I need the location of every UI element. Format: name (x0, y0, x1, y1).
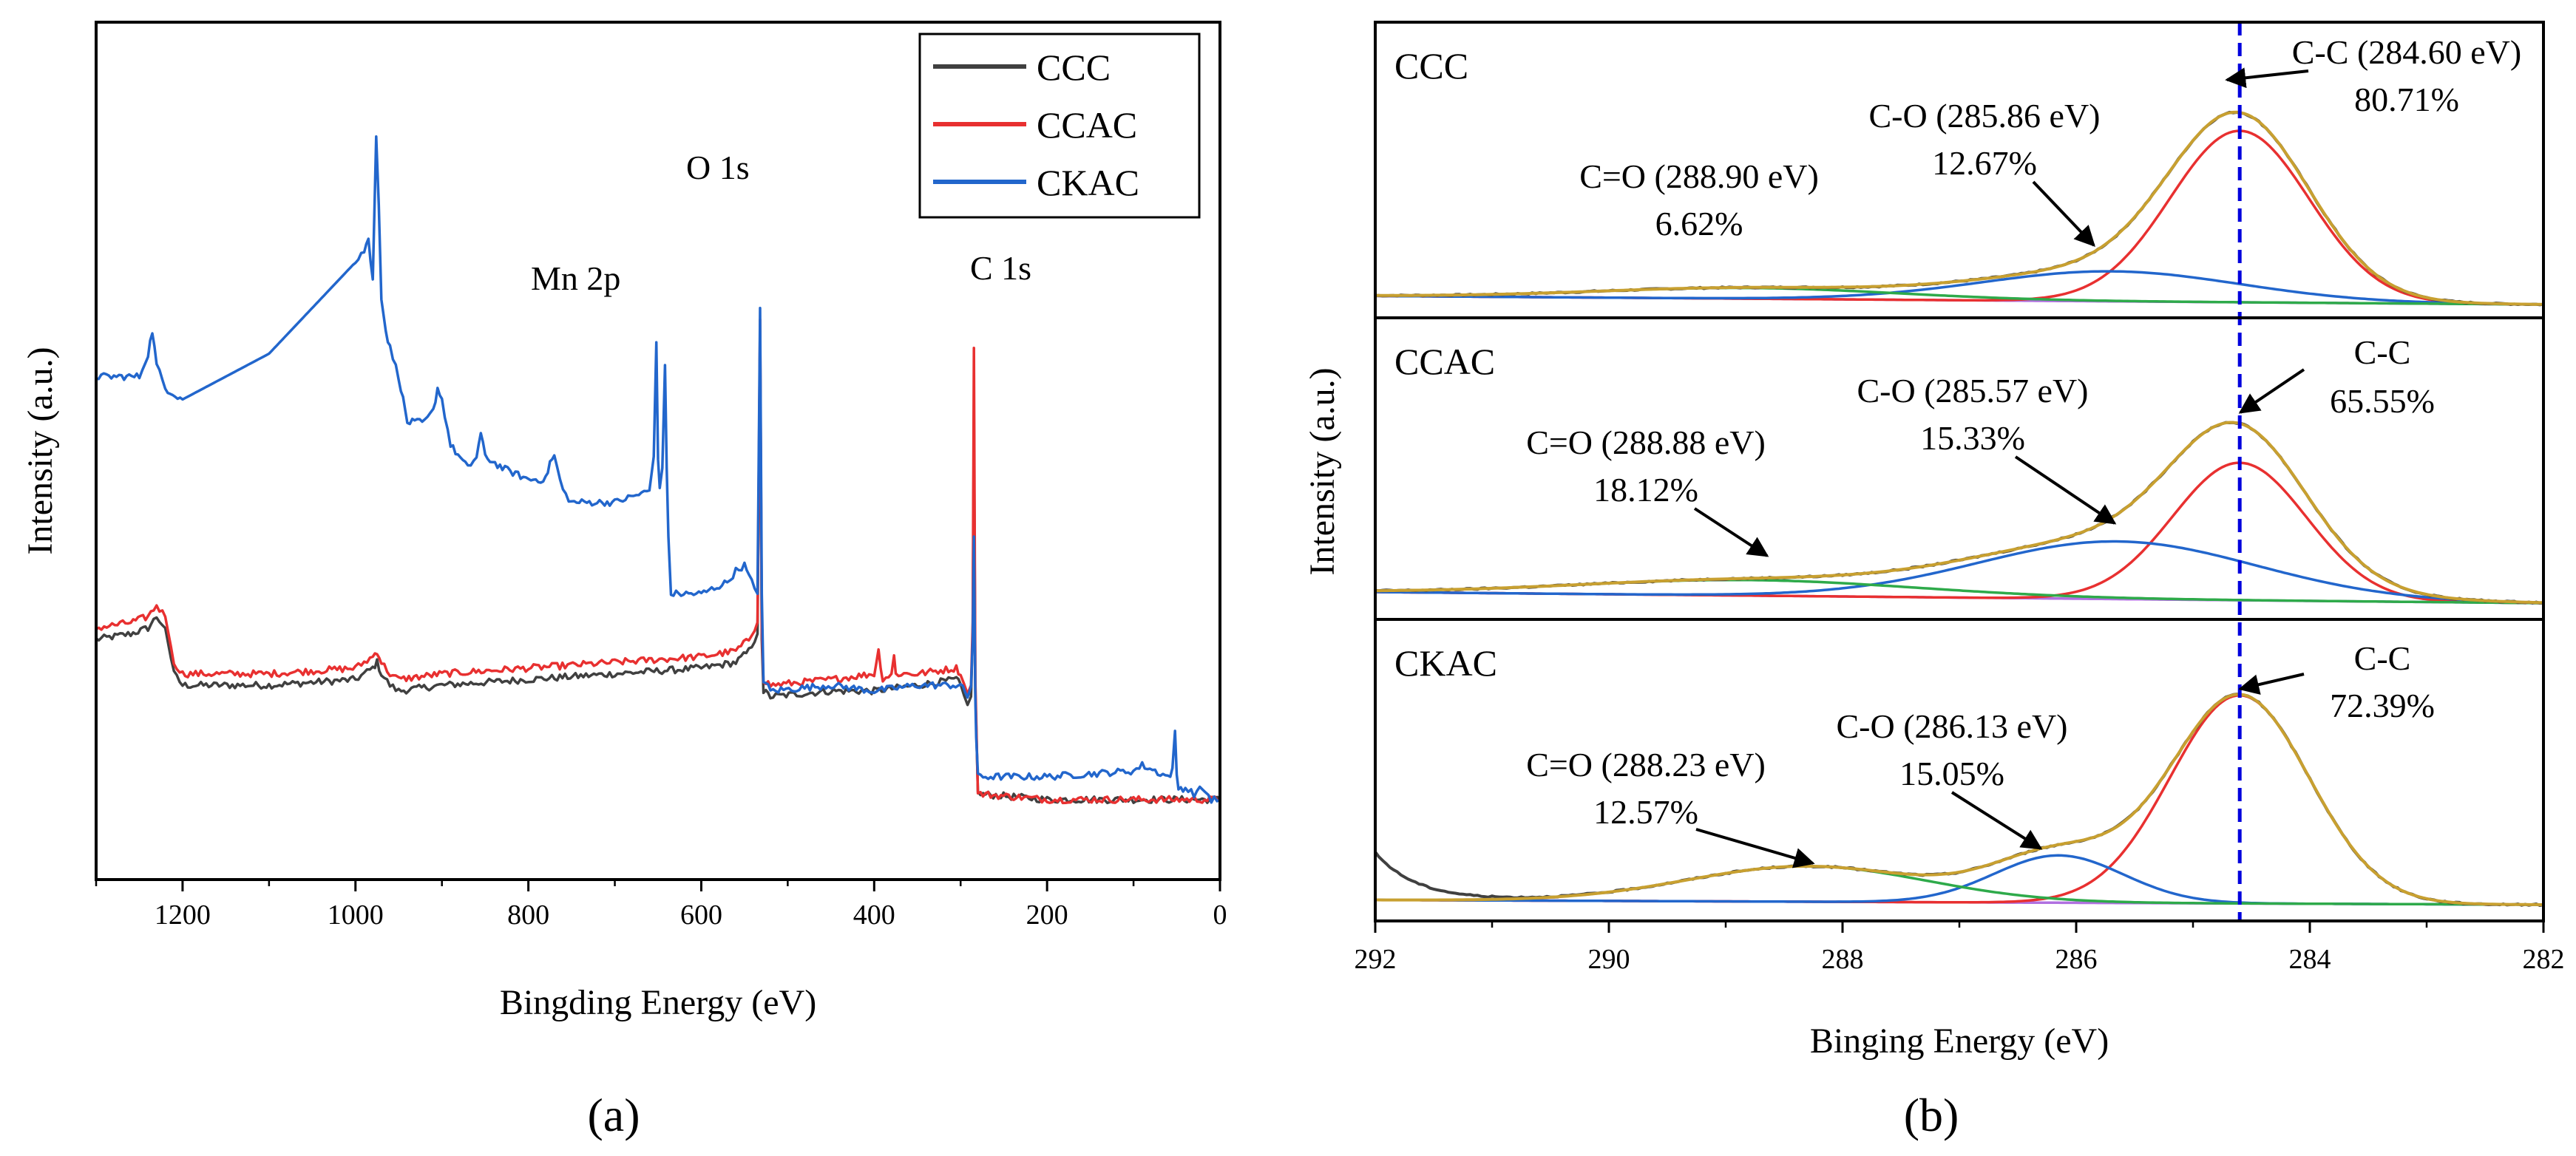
arrow-ccc-cc (2225, 67, 2309, 89)
subplot-label-ccac: CCAC (1394, 341, 1495, 382)
envelope-fit-ccc (1375, 110, 2543, 306)
ccac-c-o-double-percent: 18.12% (1593, 471, 1698, 509)
x-tick-label-a-800: 800 (507, 900, 549, 931)
ccac-cc-label: C-C (2354, 333, 2411, 371)
envelope-fit-ckac (1375, 693, 2543, 906)
x-tick-label-a-200: 200 (1026, 900, 1068, 931)
x-tick-label-b-288: 288 (1822, 944, 1864, 975)
envelope-fit-ccac (1375, 421, 2544, 605)
panel-b-x-axis-title: Binging Energy (eV) (1810, 1021, 2109, 1061)
x-tick-label-a-1200: 1200 (155, 900, 211, 931)
ckac-co-label: C-O (286.13 eV) (1837, 707, 2068, 745)
panel-a-tag: (a) (587, 1089, 640, 1141)
arrow-ckac-co (1950, 791, 2043, 850)
panel-a-x-ticks: 1200 1000 800 600 400 200 0 (95, 880, 1227, 931)
subplot-label-ckac: CKAC (1394, 642, 1497, 684)
subplot-label-ccc: CCC (1394, 45, 1468, 86)
ccac-c-o-double-label: C=O (288.88 eV) (1526, 424, 1766, 461)
x-tick-label-b-292: 292 (1355, 944, 1397, 975)
panel-b-y-axis-title: Intensity (a.u.) (1303, 367, 1342, 575)
legend-label-ccac: CCAC (1037, 104, 1137, 146)
ckac-cc-percent: 72.39% (2330, 687, 2435, 724)
x-tick-label-b-290: 290 (1588, 944, 1630, 975)
arrow-ckac-c-o-double (1695, 828, 1815, 868)
ckac-cc-label: C-C (2354, 639, 2411, 677)
subplot-ckac-annotations: C-C 72.39% C-O (286.13 eV) 15.05% C=O (2… (1526, 639, 2435, 831)
ckac-c-o-double-percent: 12.57% (1593, 793, 1698, 831)
annotation-mn-2p: Mn 2p (531, 259, 620, 297)
panel-a-y-axis-title: Intensity (a.u.) (21, 347, 60, 554)
x-tick-label-b-286: 286 (2055, 944, 2098, 975)
arrow-ccac-cc (2238, 368, 2305, 414)
subplot-ccc-annotations: C-C (284.60 eV) 80.71% C-O (285.86 eV) 1… (1579, 33, 2521, 242)
ccac-co-label: C-O (285.57 eV) (1857, 372, 2089, 409)
x-tick-label-a-600: 600 (680, 900, 722, 931)
arrow-ccc-co (2032, 180, 2095, 248)
ccc-c-o-double-label: C=O (288.90 eV) (1579, 157, 1819, 195)
ccc-c-o-double-percent: 6.62% (1655, 205, 1743, 242)
peak-c-o-ccc (1375, 270, 2544, 306)
ccac-cc-percent: 65.55% (2330, 382, 2435, 420)
raw-spectrum-ccc (1375, 110, 2544, 307)
panel-a-series-group (95, 135, 1221, 805)
x-tick-label-a-1000: 1000 (328, 900, 384, 931)
panel-a-legend: CCC CCAC CKAC (918, 33, 1201, 219)
x-tick-label-a-400: 400 (853, 900, 895, 931)
x-tick-label-a-0: 0 (1213, 900, 1227, 931)
legend-label-ckac: CKAC (1037, 162, 1139, 203)
ccac-co-percent: 15.33% (1920, 419, 2025, 457)
panel-b-x-ticks: 292 290 288 286 284 282 (1355, 921, 2565, 975)
ccc-cc-label: C-C (284.60 eV) (2292, 33, 2521, 71)
arrow-ccac-co (2014, 455, 2117, 525)
panel-b-tag: (b) (1904, 1089, 1959, 1141)
ccc-co-percent: 12.67% (1932, 144, 2037, 182)
ckac-c-o-double-label: C=O (288.23 eV) (1526, 746, 1766, 783)
peak-c-o-ccac (1375, 540, 2544, 605)
x-tick-label-b-284: 284 (2289, 944, 2331, 975)
panel-b-c1s-deconvolution: CCC CCAC CKAC C-C (284.60 eV) 80.71% C-O… (1303, 21, 2565, 1141)
panel-b-curves-group (1374, 110, 2544, 907)
series-line-ccac (95, 318, 1221, 805)
panel-a-survey-spectrum: Mn 2p O 1s C 1s 1200 1000 800 600 400 200 0 CC… (21, 21, 1227, 1141)
ckac-co-percent: 15.05% (1899, 755, 2004, 792)
arrow-ccac-c-o-double (1693, 507, 1769, 557)
series-line-ckac (95, 135, 1221, 804)
annotation-o-1s: O 1s (686, 149, 750, 186)
arrow-ckac-cc (2238, 673, 2305, 695)
annotation-c-1s: C 1s (970, 249, 1031, 287)
peak-c-o-ccac (1375, 578, 2543, 605)
ccc-cc-percent: 80.71% (2354, 81, 2459, 118)
x-tick-label-b-282: 282 (2523, 944, 2565, 975)
ccc-co-label: C-O (285.86 eV) (1869, 97, 2101, 135)
legend-label-ccc: CCC (1037, 47, 1111, 88)
panel-a-peak-annotations: Mn 2p O 1s C 1s (531, 149, 1031, 297)
subplot-ccac-annotations: C-C 65.55% C-O (285.57 eV) 15.33% C=O (2… (1526, 333, 2435, 509)
panel-b-arrows (1693, 67, 2309, 868)
panel-a-plot-frame (95, 21, 1221, 881)
panel-a-x-axis-title: Bingding Energy (eV) (500, 983, 816, 1022)
peak-c-c-ccac (1375, 461, 2544, 605)
